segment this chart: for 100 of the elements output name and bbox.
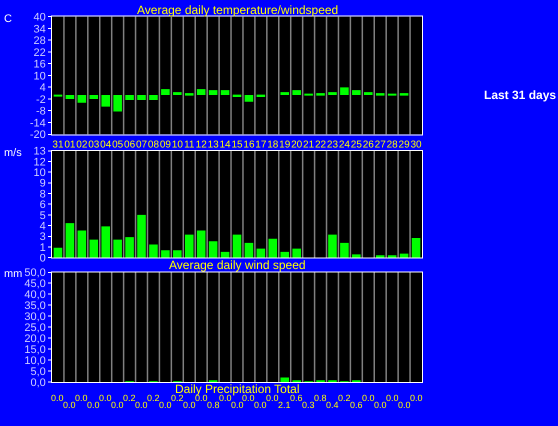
bar <box>66 223 74 258</box>
data-label: 0.2 <box>171 393 184 403</box>
bar <box>232 94 242 98</box>
bar <box>328 92 337 96</box>
y-tick-label: 1 <box>40 242 46 254</box>
bar <box>208 241 218 258</box>
data-label: 0.8 <box>207 400 220 410</box>
data-label: 0.0 <box>362 393 375 403</box>
y-tick-label: 5 <box>40 210 46 222</box>
bar <box>196 89 206 96</box>
data-label: 0.6 <box>350 400 363 410</box>
y-tick-label: 10 <box>34 167 46 180</box>
bar <box>184 93 194 96</box>
bar <box>66 95 74 99</box>
x-tick-label: 25 <box>350 139 362 150</box>
x-tick-label: 30 <box>410 139 422 150</box>
data-label: 0.2 <box>338 393 351 403</box>
y-axis-title: C <box>4 13 12 25</box>
bar <box>364 92 373 96</box>
x-tick-label: 09 <box>160 139 172 150</box>
bar <box>208 90 218 96</box>
y-tick-label: 16 <box>34 58 46 71</box>
bar <box>340 242 349 258</box>
x-tick-label: 03 <box>88 139 100 150</box>
bar <box>78 95 86 103</box>
y-tick-label: 12 <box>34 156 46 168</box>
text: Average daily wind speed <box>169 258 306 272</box>
data-label: 0.6 <box>290 393 303 403</box>
data-label: 0.0 <box>231 400 244 410</box>
data-label: 0.0 <box>266 393 279 403</box>
x-tick-label: 04 <box>100 139 112 150</box>
y-tick-label: 22 <box>34 46 46 59</box>
bar <box>352 254 361 258</box>
bar <box>376 255 385 258</box>
y-tick-label: 25,0 <box>24 322 46 334</box>
y-tick-label: 40,0 <box>24 289 46 302</box>
bar <box>78 230 86 258</box>
y-tick-label: 6 <box>40 199 46 212</box>
y-tick-label: 5,0 <box>30 366 46 378</box>
x-tick-label: 15 <box>231 139 243 150</box>
x-tick-label: 05 <box>112 139 124 150</box>
x-tick-label: 06 <box>124 139 136 150</box>
bar <box>376 93 385 96</box>
y-tick-label: 0,0 <box>30 376 46 389</box>
data-label: 2.1 <box>278 400 291 410</box>
bar <box>125 95 134 100</box>
y-tick-label: -2 <box>36 94 46 106</box>
data-label: 0.4 <box>326 400 339 410</box>
data-label: 0.2 <box>123 393 136 403</box>
data-label: 0.0 <box>410 393 423 403</box>
x-tick-label: 18 <box>267 139 279 150</box>
bar <box>244 95 254 102</box>
bar <box>184 234 194 258</box>
x-tick-label: 12 <box>196 139 208 150</box>
y-tick-label: 10 <box>34 70 46 82</box>
data-label: 0.0 <box>63 400 76 410</box>
x-tick-label: 29 <box>398 139 410 150</box>
data-label: 0.0 <box>135 400 148 410</box>
bar <box>244 242 254 258</box>
bar <box>292 90 301 96</box>
x-tick-label: 31 <box>52 139 64 150</box>
data-label: 0.0 <box>254 400 267 410</box>
y-tick-label: -8 <box>36 106 46 118</box>
data-label: 0.0 <box>386 393 399 403</box>
bar <box>256 94 266 98</box>
bar <box>149 244 158 258</box>
y-tick-label: 3 <box>40 231 46 244</box>
x-tick-label: 13 <box>208 139 220 150</box>
x-tick-label: 27 <box>374 139 386 150</box>
y-tick-label: 45,0 <box>24 278 46 290</box>
x-tick-label: 17 <box>255 139 267 150</box>
y-tick-label: 34 <box>34 23 46 36</box>
bar <box>113 240 122 258</box>
bar <box>220 252 230 258</box>
bar <box>292 248 301 258</box>
bar <box>280 252 290 258</box>
bar <box>316 93 325 96</box>
x-tick-label: 01 <box>64 139 76 150</box>
bar <box>125 237 134 258</box>
y-tick-label: -20 <box>30 129 46 142</box>
bar <box>89 240 98 258</box>
bar <box>149 95 158 100</box>
bar <box>101 226 110 258</box>
y-axis-title: m/s <box>4 147 22 159</box>
data-label: 0.0 <box>51 393 64 403</box>
x-tick-label: 02 <box>76 139 88 150</box>
x-tick-label: 10 <box>172 139 184 150</box>
text: Daily Precipitation Total <box>175 382 300 396</box>
data-label: 0.0 <box>111 400 124 410</box>
x-tick-label: 11 <box>184 139 195 150</box>
data-label: 0.3 <box>302 400 315 410</box>
data-label: 0.0 <box>219 393 232 403</box>
x-tick-label: 07 <box>136 139 148 150</box>
bar <box>328 234 337 258</box>
bar <box>352 90 361 96</box>
bar <box>54 248 62 258</box>
data-label: 0.0 <box>159 400 172 410</box>
y-tick-label: 15,0 <box>24 344 46 356</box>
y-tick-label: 0 <box>40 252 46 265</box>
x-tick-label: 28 <box>386 139 398 150</box>
